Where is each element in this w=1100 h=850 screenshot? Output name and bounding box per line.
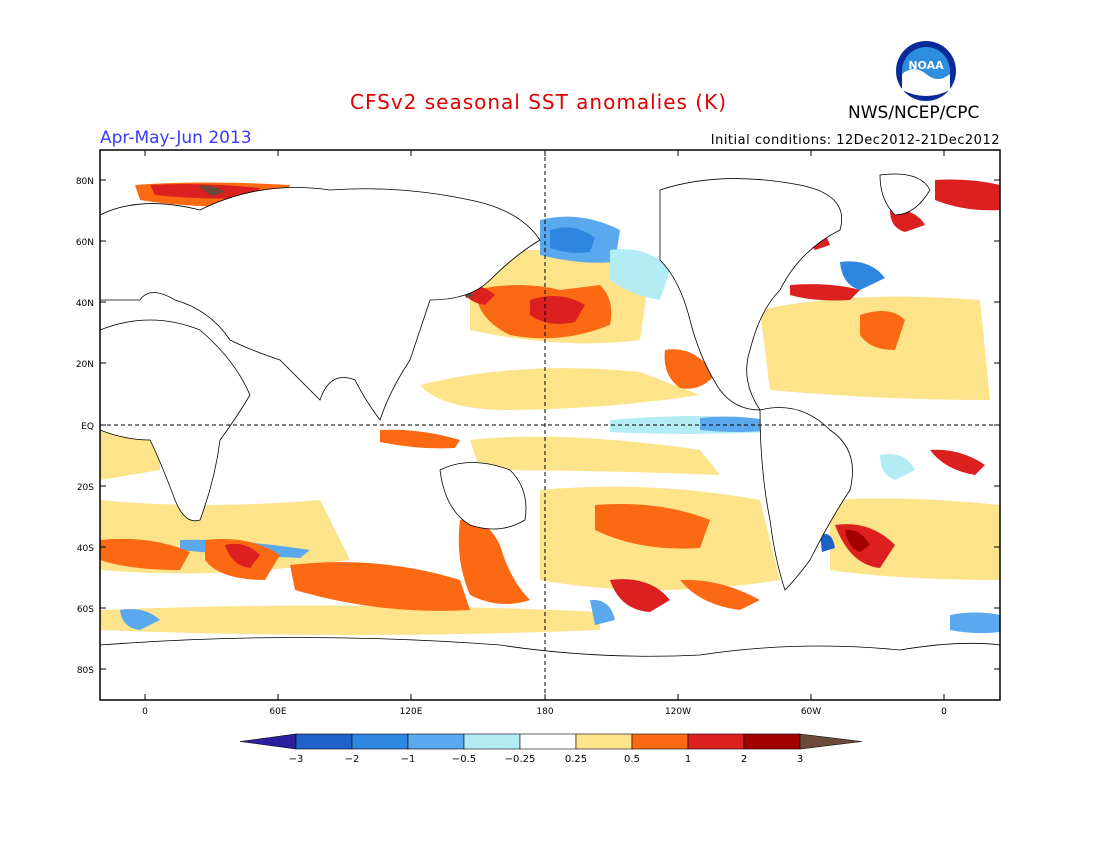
colorbar: −3 −2 −1 −0.5 −0.25 0.25 0.5 1 2 3 <box>239 733 863 765</box>
colorbar-label: 0.5 <box>624 754 640 765</box>
lon-label: 60E <box>269 707 286 717</box>
anomaly-field <box>100 173 1000 700</box>
colorbar-segment <box>463 733 521 750</box>
lat-label: EQ <box>81 422 94 432</box>
coastlines <box>100 173 1000 700</box>
colorbar-label: −2 <box>345 754 360 765</box>
season-label: Apr-May-Jun 2013 <box>100 128 252 148</box>
lat-label: 80N <box>76 177 94 187</box>
initial-conditions: Initial conditions: 12Dec2012-21Dec2012 <box>710 133 1000 148</box>
colorbar-segment <box>295 733 353 750</box>
lat-label: 40N <box>76 299 94 309</box>
longitude-ticks: 0 60E 120E 180 120W 60W 0 <box>142 150 947 717</box>
colorbar-label: −3 <box>289 754 304 765</box>
noaa-logo: NOAA <box>896 41 956 101</box>
colorbar-max-triangle <box>799 733 863 750</box>
lat-label: 40S <box>77 544 94 554</box>
colorbar-min-triangle <box>239 733 297 750</box>
lat-label: 60N <box>76 238 94 248</box>
lon-label: 60W <box>801 707 821 717</box>
colorbar-label: 2 <box>741 754 747 765</box>
colorbar-label: 1 <box>685 754 691 765</box>
colorbar-segment <box>407 733 465 750</box>
colorbar-label: −0.5 <box>452 754 476 765</box>
lon-label: 120E <box>400 707 423 717</box>
lon-label: 0 <box>142 707 148 717</box>
lat-label: 80S <box>77 666 94 676</box>
map-title: CFSv2 seasonal SST anomalies (K) <box>350 90 727 114</box>
colorbar-label: 0.25 <box>565 754 587 765</box>
lon-label: 180 <box>536 707 553 717</box>
lat-label: 20S <box>77 483 94 493</box>
colorbar-segment <box>631 733 689 750</box>
noaa-logo-text: NOAA <box>908 59 944 72</box>
colorbar-segment <box>519 733 577 750</box>
colorbar-label: 3 <box>797 754 803 765</box>
lat-label: 20N <box>76 360 94 370</box>
colorbar-segment <box>575 733 633 750</box>
colorbar-segment <box>743 733 801 750</box>
colorbar-label: −0.25 <box>505 754 536 765</box>
colorbar-segment <box>351 733 409 750</box>
lon-label: 0 <box>941 707 947 717</box>
organization-label: NWS/NCEP/CPC <box>848 103 980 123</box>
colorbar-label: −1 <box>401 754 416 765</box>
lat-label: 60S <box>77 605 94 615</box>
colorbar-segment <box>687 733 745 750</box>
lon-label: 120W <box>665 707 691 717</box>
latitude-ticks: 80N 60N 40N 20N EQ 20S 40S 60S 80S <box>76 177 1000 676</box>
